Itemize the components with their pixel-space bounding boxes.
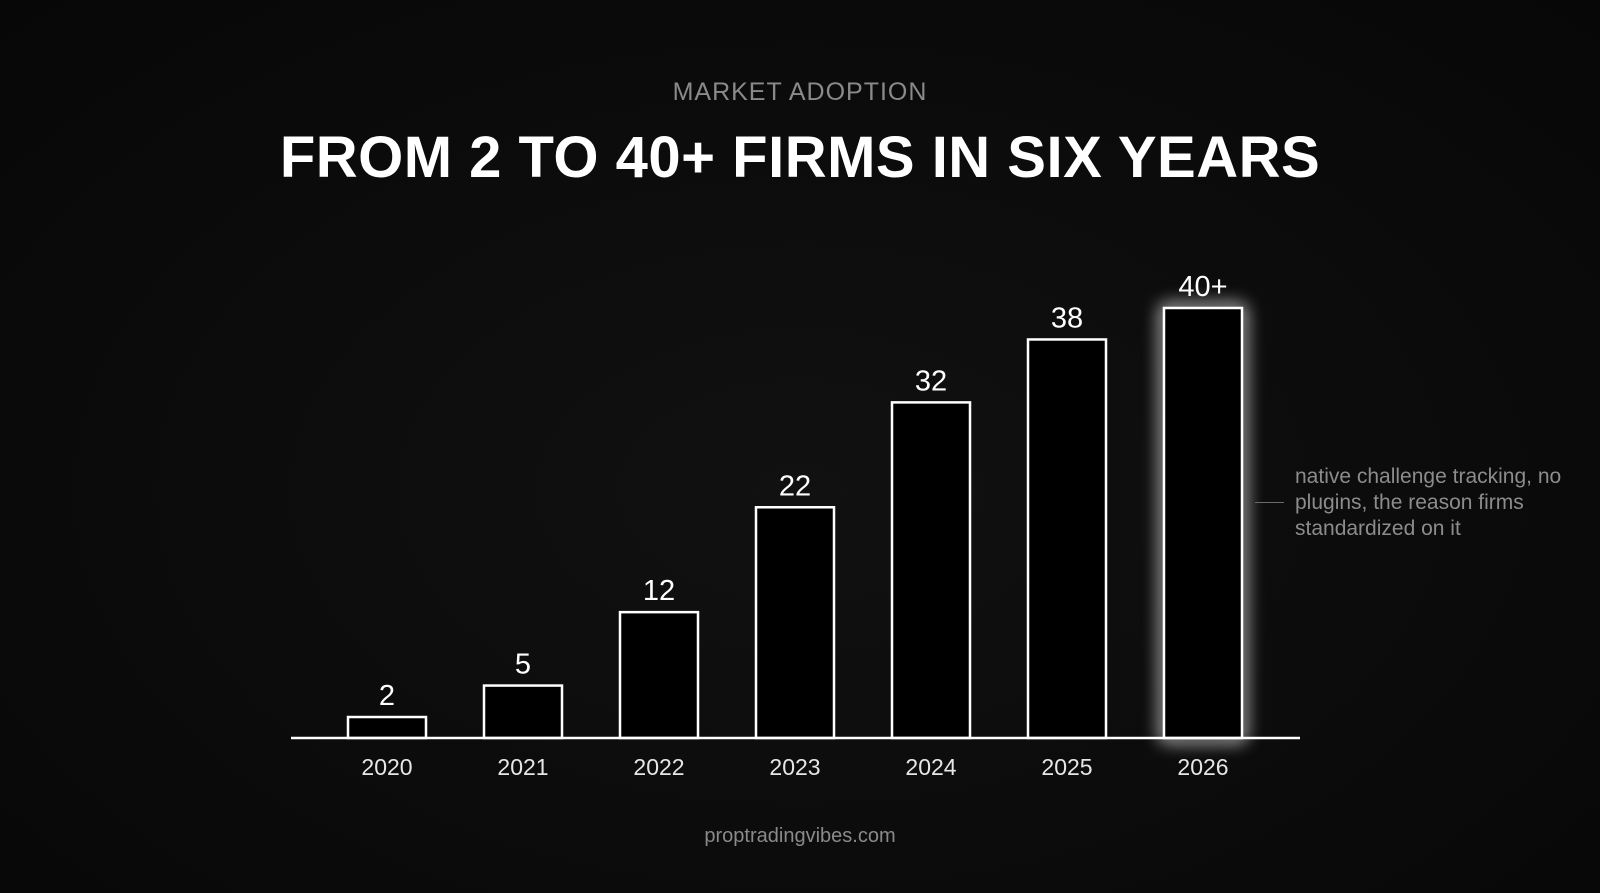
annotation-connector [1255,502,1284,503]
data-label-2025: 38 [1051,302,1083,334]
x-tick-label-2022: 2022 [633,754,684,780]
bar-2023 [754,506,836,740]
data-label-2026: 40+ [1178,271,1227,303]
x-tick-label-2026: 2026 [1177,754,1228,780]
data-label-2023: 22 [779,470,811,502]
bar-2026 [1162,306,1244,740]
bar-2025 [1026,338,1108,740]
bar-2022 [618,610,700,740]
bar-2024 [890,401,972,740]
bar-2021 [482,684,564,740]
x-tick-label-2020: 2020 [361,754,412,780]
x-tick-label-2021: 2021 [497,754,548,780]
eyebrow-label: MARKET ADOPTION [672,78,928,106]
bar-2020 [346,715,428,740]
page-title: FROM 2 TO 40+ FIRMS IN SIX YEARS [279,125,1321,190]
footer-source: proptradingvibes.com [704,825,896,847]
x-tick-label-2024: 2024 [905,754,956,780]
data-label-2024: 32 [915,365,947,397]
annotation-text: native challenge tracking, no plugins, t… [1295,465,1562,540]
data-label-2022: 12 [643,575,675,607]
data-label-2020: 2 [379,680,395,712]
x-tick-label-2025: 2025 [1041,754,1092,780]
data-label-2021: 5 [515,649,531,681]
x-tick-label-2023: 2023 [769,754,820,780]
